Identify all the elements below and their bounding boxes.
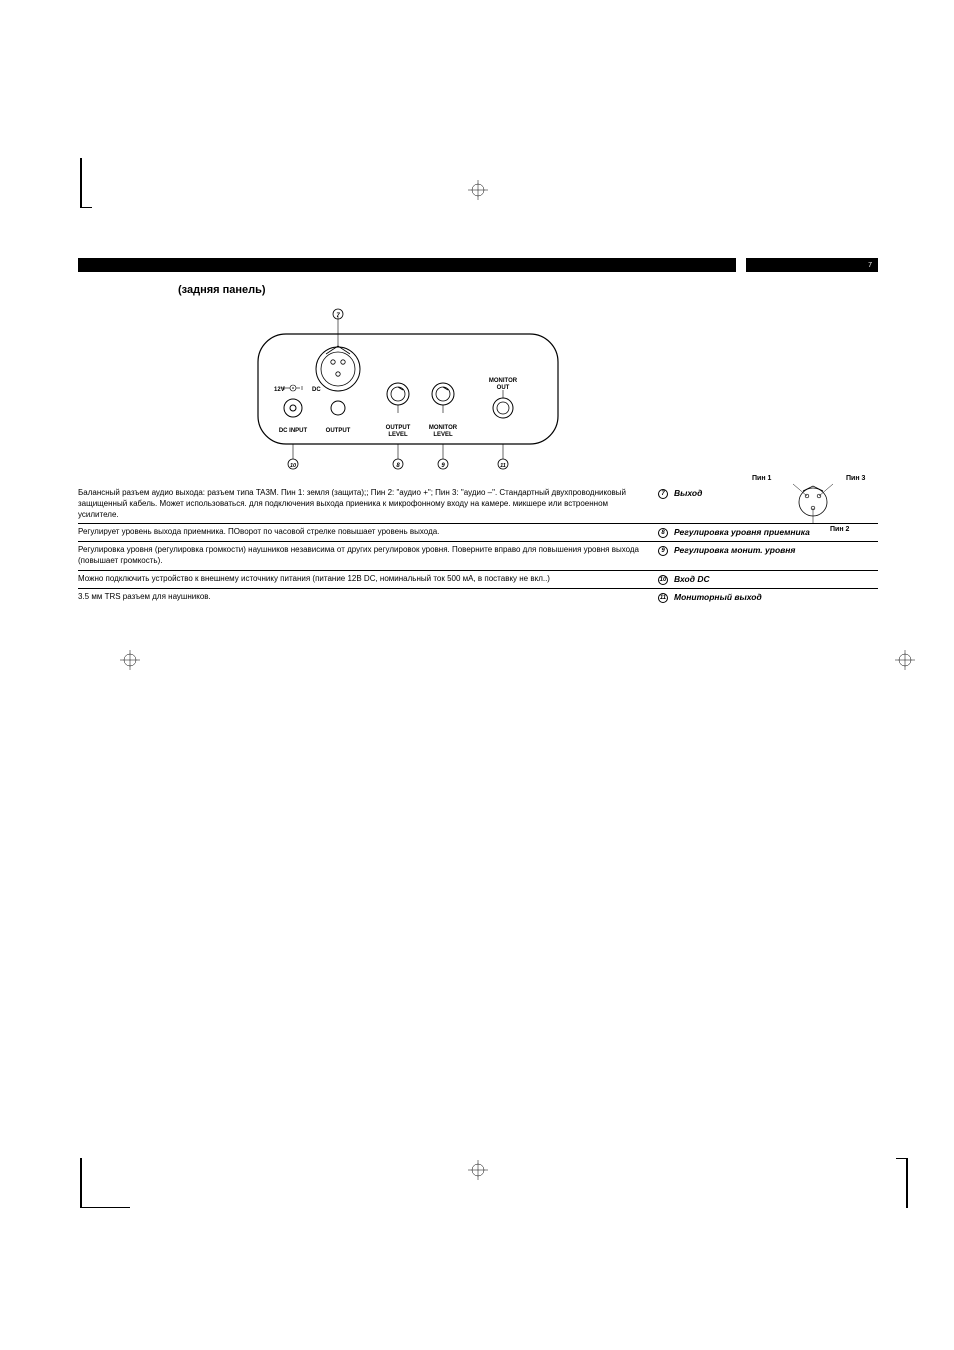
registration-mark-top xyxy=(468,180,488,205)
registration-mark-left xyxy=(120,650,140,675)
registration-mark-right xyxy=(895,650,915,675)
crop-mark-br xyxy=(858,1158,908,1208)
rear-panel-diagram: 7 DC INPUT 12V DC 10 OUTPUT OUTPUT LEVEL… xyxy=(238,304,578,474)
dc-input-label: DC INPUT xyxy=(279,428,308,434)
callout-9: 9 xyxy=(441,463,445,469)
description-text: 3.5 мм TRS разъем для наушников. xyxy=(78,589,658,607)
row-number: 10 xyxy=(658,571,674,589)
subtitle: (задняя панель) xyxy=(178,284,878,296)
output-label: OUTPUT xyxy=(326,428,351,434)
row-label: Мониторный выход xyxy=(674,589,878,607)
monitor-level-label2: LEVEL xyxy=(433,432,453,438)
row-number: 8 xyxy=(658,524,674,542)
row-number: 11 xyxy=(658,589,674,607)
dc-dc-label: DC xyxy=(312,387,321,393)
pin3-label: Пин 3 xyxy=(846,475,865,482)
pin1-label: Пин 1 xyxy=(752,475,771,482)
table-row: Регулировка уровня (регулировка громкост… xyxy=(78,542,878,571)
description-text: Регулировка уровня (регулировка громкост… xyxy=(78,542,658,571)
table-row: Регулирует уровень выхода приемника. ПОв… xyxy=(78,524,878,542)
monitor-out-label2: OUT xyxy=(497,385,510,391)
callout-11: 11 xyxy=(500,463,506,469)
callout-7: 7 xyxy=(336,313,340,319)
callout-8: 8 xyxy=(396,463,400,469)
row-label: Регулировка монит. уровня xyxy=(674,542,878,571)
output-level-label1: OUTPUT xyxy=(386,425,411,431)
table-row: Можно подключить устройство к внешнему и… xyxy=(78,571,878,589)
monitor-out-label1: MONITOR xyxy=(489,378,518,384)
description-text: Балансный разъем аудио выхода: разъем ти… xyxy=(78,485,658,524)
description-table: Балансный разъем аудио выхода: разъем ти… xyxy=(78,485,878,606)
description-text: Регулирует уровень выхода приемника. ПОв… xyxy=(78,524,658,542)
pin2-label: Пин 2 xyxy=(830,526,849,533)
monitor-level-label1: MONITOR xyxy=(429,425,458,431)
crop-mark-bl xyxy=(80,1158,130,1208)
header-black-bar xyxy=(78,258,736,272)
row-label: Вход DC xyxy=(674,571,878,589)
table-row: 3.5 мм TRS разъем для наушников.11Монито… xyxy=(78,589,878,607)
registration-mark-bottom xyxy=(468,1160,488,1185)
crop-mark-tl xyxy=(80,158,130,208)
description-text: Можно подключить устройство к внешнему и… xyxy=(78,571,658,589)
output-level-label2: LEVEL xyxy=(388,432,408,438)
row-label: Выход xyxy=(674,485,878,524)
row-number: 7 xyxy=(658,485,674,524)
callout-10: 10 xyxy=(290,463,296,469)
header-row: 7 xyxy=(78,258,878,272)
row-number: 9 xyxy=(658,542,674,571)
page-number-bar: 7 xyxy=(746,258,878,272)
table-row: Балансный разъем аудио выхода: разъем ти… xyxy=(78,485,878,524)
